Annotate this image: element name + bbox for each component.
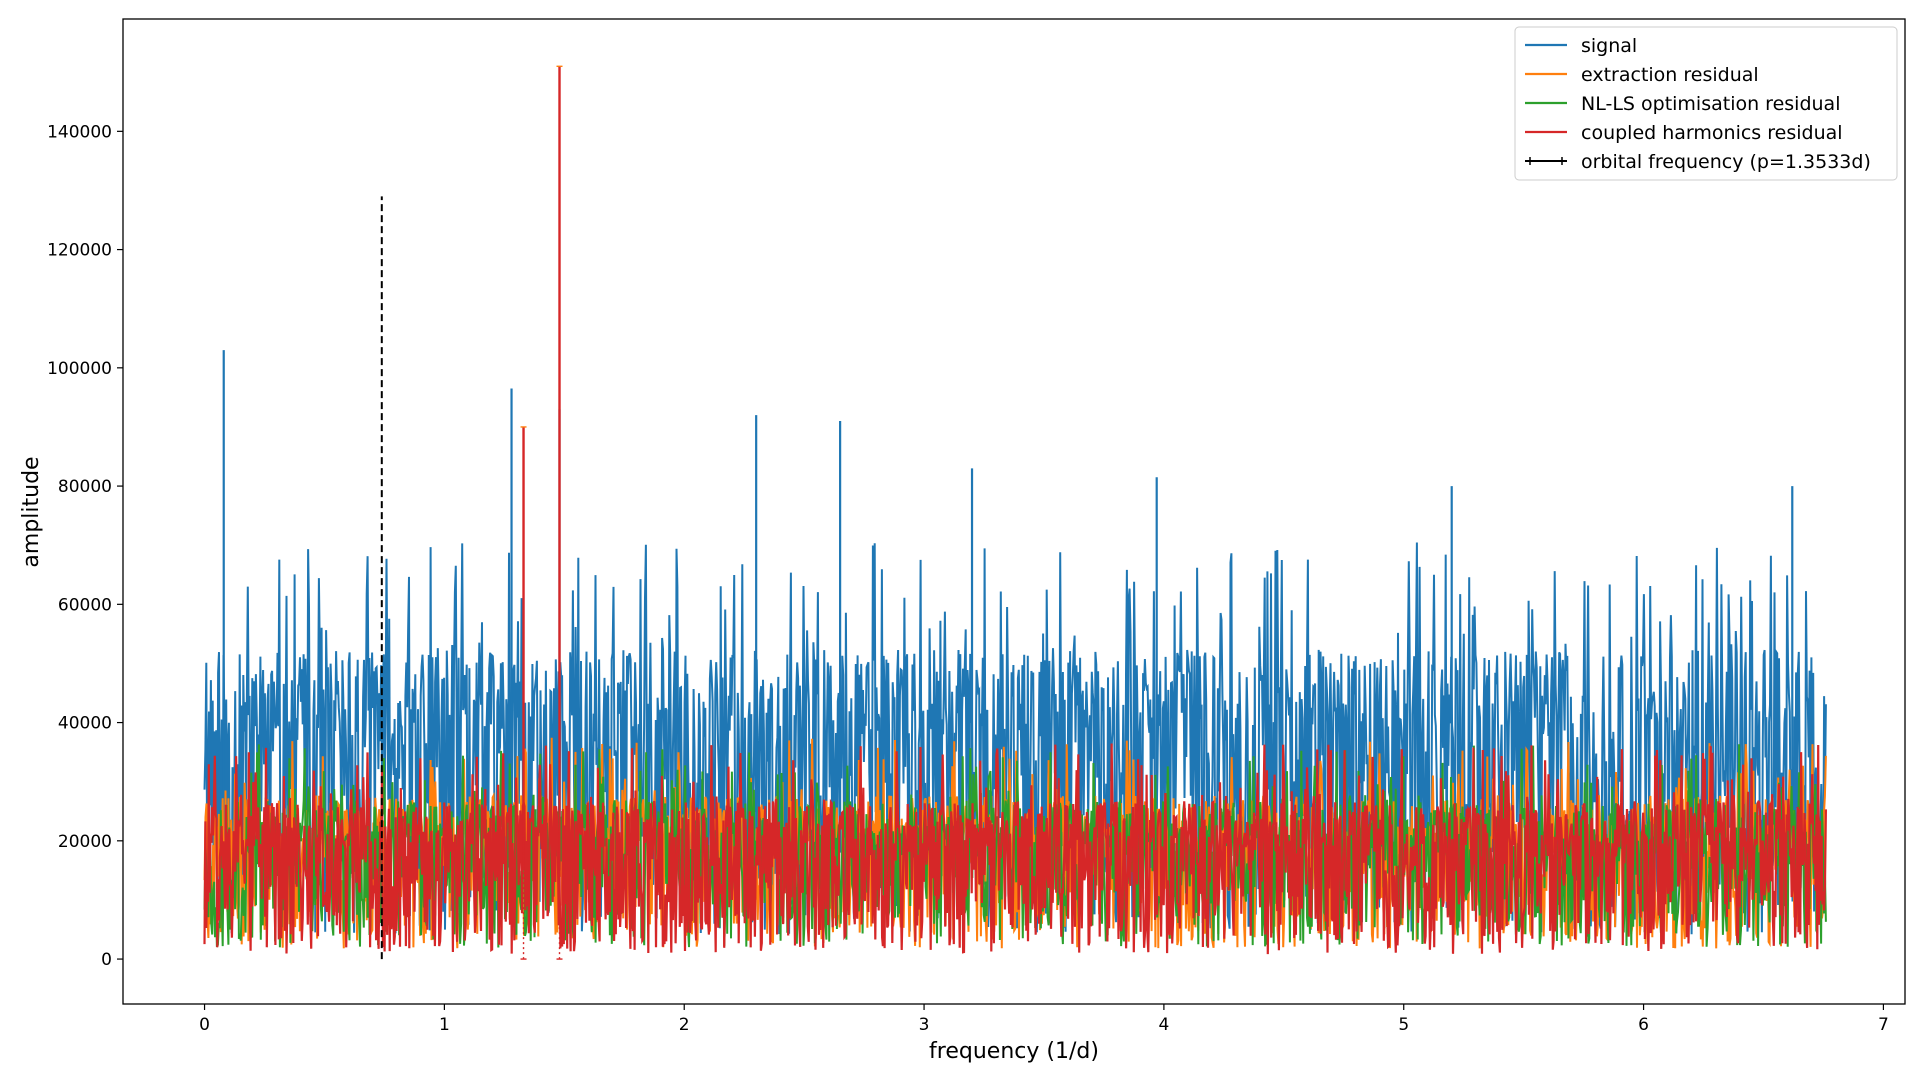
plot-area [203, 65, 1827, 960]
y-tick-label: 100000 [47, 359, 112, 379]
legend-label-signal: signal [1581, 35, 1637, 57]
legend-label-extraction-residual: extraction residual [1581, 64, 1759, 86]
x-tick-label: 4 [1158, 1015, 1169, 1035]
y-tick-label: 60000 [58, 595, 112, 615]
y-axis: 0 20000 40000 60000 80000 100000 120000 140000 [47, 122, 123, 970]
x-axis: 0 1 2 3 4 5 6 7 [199, 1004, 1889, 1035]
axes-frame [122, 18, 1906, 1005]
y-tick-label: 80000 [58, 477, 112, 497]
y-axis-label: amplitude [19, 456, 44, 567]
y-tick-label: 20000 [58, 832, 112, 852]
x-tick-label: 7 [1878, 1015, 1889, 1035]
x-tick-label: 2 [679, 1015, 690, 1035]
legend: signal extraction residual NL-LS optimis… [1514, 26, 1898, 181]
y-tick-label: 0 [101, 950, 112, 970]
x-axis-label: frequency (1/d) [929, 1039, 1099, 1064]
x-tick-label: 0 [199, 1015, 210, 1035]
x-tick-label: 1 [439, 1015, 450, 1035]
legend-label-coupled-harmonics-residual: coupled harmonics residual [1581, 122, 1843, 144]
series-line-coupled-harmonics-residual [203, 743, 1827, 955]
y-tick-label: 140000 [47, 122, 112, 142]
x-tick-label: 3 [919, 1015, 930, 1035]
y-tick-label: 120000 [47, 241, 112, 261]
x-tick-label: 6 [1638, 1015, 1649, 1035]
y-tick-label: 40000 [58, 714, 112, 734]
legend-label-nlls-residual: NL-LS optimisation residual [1581, 93, 1840, 115]
legend-box [1514, 26, 1898, 181]
legend-label-orbital-frequency: orbital frequency (p=1.3533d) [1581, 151, 1871, 173]
x-tick-label: 5 [1398, 1015, 1409, 1035]
